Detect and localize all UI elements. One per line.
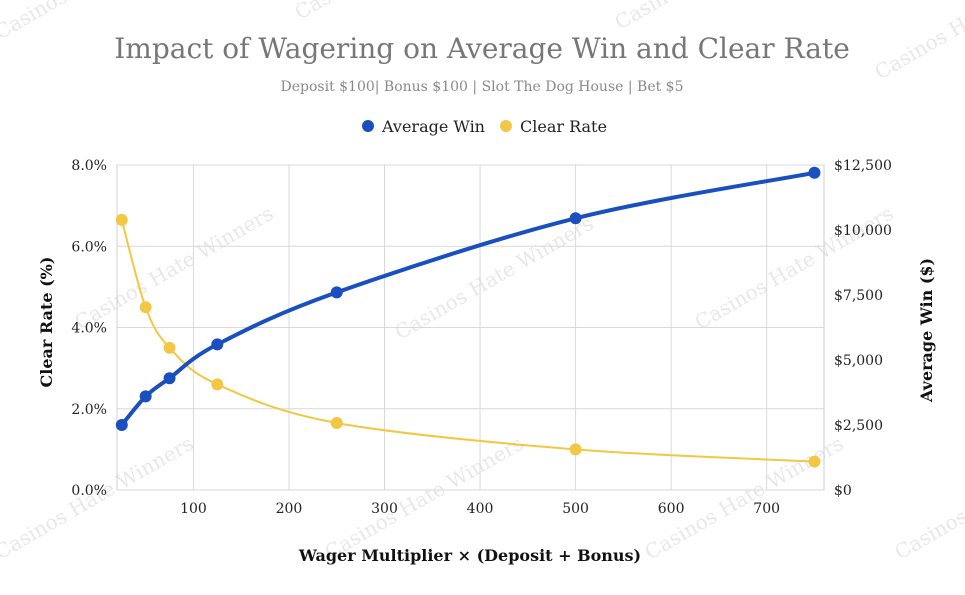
data-point-average-win (115, 419, 128, 431)
legend: Average Win Clear Rate (362, 117, 607, 136)
watermark-text: Casinos Hate Winners (691, 201, 898, 334)
y-right-tick-label: $12,500 (834, 158, 892, 174)
data-point-clear-rate (115, 213, 128, 226)
y-axis-right-title: Average Win ($) (917, 258, 936, 403)
series-line-average-win (120, 170, 815, 427)
data-point-clear-rate (569, 443, 582, 456)
watermark-text: Casinos Hate Winners (71, 201, 278, 334)
data-point-average-win (808, 166, 821, 179)
data-point-average-win (330, 286, 343, 299)
y-left-tick-label: 8.0% (71, 158, 107, 174)
y-left-tick-label: 2.0% (71, 402, 107, 418)
watermark-text: Casinos Hate Winners (611, 0, 818, 34)
data-point-clear-rate (139, 301, 152, 314)
y-left-tick-label: 4.0% (71, 321, 107, 337)
legend-marker-clear-rate (500, 120, 512, 132)
y-right-tick-label: $0 (834, 483, 852, 499)
x-tick-label: 700 (753, 501, 780, 517)
data-point-clear-rate (211, 378, 224, 391)
x-tick-label: 100 (180, 501, 207, 517)
x-axis-title: Wager Multiplier × (Deposit + Bonus) (298, 546, 641, 565)
x-tick-label: 600 (658, 501, 685, 517)
tick-labels: 100 200 300 400 500 600 700 0.0% 2.0% 4.0% 6.0% 8.0… (71, 158, 891, 517)
data-point-clear-rate (330, 416, 343, 429)
y-left-tick-label: 6.0% (71, 239, 107, 255)
legend-marker-average-win (362, 120, 374, 132)
data-point-average-win (211, 338, 224, 351)
y-right-tick-label: $2,500 (834, 418, 883, 434)
y-left-tick-label: 0.0% (71, 483, 107, 499)
y-axis-left-title: Clear Rate (%) (37, 257, 56, 388)
watermark-text: Casinos Hate Winners (321, 431, 528, 564)
data-point-average-win (139, 390, 152, 403)
data-point-clear-rate (808, 455, 821, 468)
watermark-text: Casinos Hate Winners (291, 0, 498, 24)
y-right-tick-label: $10,000 (834, 223, 892, 239)
watermark-text: Casinos Hate Winners (391, 211, 598, 344)
series-layer (115, 166, 821, 468)
chart-subtitle: Deposit $100| Bonus $100 | Slot The Dog … (281, 79, 684, 95)
x-tick-label: 400 (467, 501, 494, 517)
y-right-tick-label: $7,500 (834, 288, 883, 304)
gridlines (116, 164, 825, 491)
data-point-clear-rate (163, 341, 176, 354)
x-tick-label: 500 (562, 501, 589, 517)
chart-title: Impact of Wagering on Average Win and Cl… (114, 32, 850, 65)
x-tick-label: 300 (371, 501, 398, 517)
data-point-average-win (569, 212, 582, 225)
legend-label-clear-rate: Clear Rate (520, 117, 607, 136)
data-point-average-win (163, 372, 176, 385)
legend-label-average-win: Average Win (381, 117, 485, 136)
y-right-tick-label: $5,000 (834, 353, 883, 369)
x-tick-label: 200 (276, 501, 303, 517)
watermark-text: Casinos Hate Winners (871, 0, 965, 84)
watermark-text: Casinos Hate Winners (891, 431, 965, 564)
